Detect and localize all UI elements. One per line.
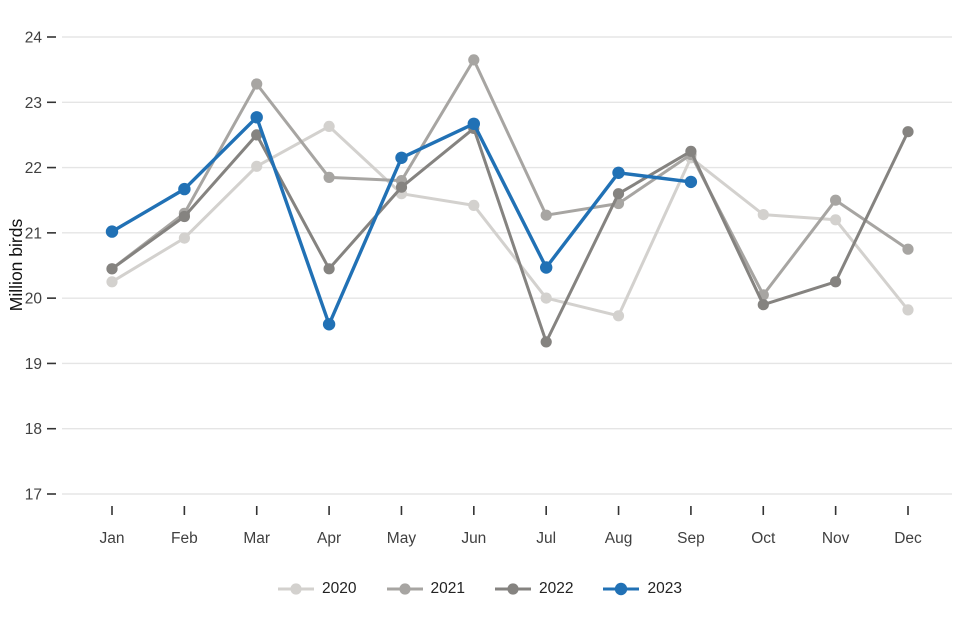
- x-tick-label: Feb: [171, 530, 198, 547]
- x-tick-label: Jan: [100, 530, 125, 547]
- data-point-2022-Apr: [323, 263, 335, 275]
- legend-marker-2020: [278, 583, 315, 595]
- legend-item-2023[interactable]: 2023: [603, 580, 682, 598]
- legend-marker-2021: [386, 583, 423, 595]
- data-point-2020-Dec: [902, 304, 914, 316]
- data-point-2023-Jul: [540, 261, 553, 274]
- data-point-2023-Jan: [105, 225, 119, 238]
- y-tick-label: 22: [25, 160, 42, 177]
- series-group: [105, 54, 914, 348]
- legend-item-2021[interactable]: 2021: [386, 580, 465, 598]
- legend-label-2022: 2022: [539, 580, 574, 597]
- data-point-2023-Aug: [612, 166, 625, 179]
- data-point-2022-Nov: [830, 276, 842, 288]
- data-point-2023-Jun: [467, 117, 480, 130]
- data-point-2020-Feb: [178, 232, 190, 244]
- data-point-2020-Mar: [251, 160, 263, 172]
- data-point-2020-Aug: [612, 310, 625, 322]
- data-point-2023-Mar: [250, 111, 263, 124]
- data-point-2021-Dec: [902, 243, 914, 255]
- data-point-2023-Feb: [178, 182, 191, 196]
- x-tick-label: Jun: [461, 530, 486, 547]
- axes-group: 17 18 19 20 21 22 23 24 Jan Feb Mar Apr May Jun Jul Aug…: [25, 30, 922, 548]
- data-point-2021-Jun: [468, 54, 480, 66]
- y-tick-label: 17: [25, 487, 42, 504]
- data-point-2020-Jul: [540, 292, 552, 304]
- data-point-2022-Feb: [178, 210, 190, 223]
- legend-marker-2023: [603, 582, 640, 596]
- y-tick-label: 20: [25, 291, 43, 308]
- series-line-2021: [110, 58, 910, 297]
- data-point-2023-Apr: [322, 318, 336, 331]
- line-chart: 17 18 19 20 21 22 23 24 Jan Feb Mar Apr May Jun Jul Aug…: [6, 30, 952, 548]
- data-point-2021-Apr: [323, 171, 335, 183]
- data-point-2022-Aug: [612, 188, 625, 200]
- y-tick-label: 23: [25, 95, 42, 112]
- series-line-2020: [110, 124, 910, 318]
- y-tick-label: 21: [25, 225, 42, 242]
- data-point-2020-Apr: [323, 120, 335, 132]
- legend-label-2020: 2020: [322, 580, 357, 597]
- x-tick-label: Jul: [536, 530, 556, 547]
- data-point-2022-Jan: [106, 263, 118, 275]
- x-tick-label: Nov: [822, 530, 850, 547]
- legend-label-2023: 2023: [647, 580, 682, 597]
- legend-item-2022[interactable]: 2022: [495, 580, 573, 598]
- x-tick-label: May: [387, 530, 417, 547]
- series-line-2022: [110, 126, 910, 344]
- data-point-2020-Nov: [830, 214, 842, 226]
- legend-item-2020[interactable]: 2020: [278, 580, 357, 598]
- data-point-2021-Nov: [830, 194, 842, 206]
- data-point-2020-Jun: [468, 199, 480, 211]
- x-tick-label: Oct: [751, 530, 776, 547]
- y-tick-label: 24: [25, 30, 43, 47]
- data-point-2023-Sep: [684, 175, 698, 189]
- legend-marker-2022: [495, 583, 531, 595]
- data-point-2020-Oct: [757, 209, 769, 221]
- gridlines-group: [62, 36, 952, 495]
- x-tick-label: Sep: [677, 530, 705, 547]
- data-point-2022-Jul: [540, 336, 552, 348]
- data-point-2022-Sep: [685, 145, 697, 157]
- x-tick-label: Mar: [243, 530, 270, 547]
- data-point-2021-Jul: [540, 209, 552, 221]
- x-tick-label: Apr: [317, 530, 341, 547]
- y-tick-label: 19: [25, 356, 42, 373]
- x-tick-label: Aug: [605, 530, 633, 547]
- data-point-2022-Mar: [251, 129, 263, 141]
- data-point-2022-Dec: [902, 126, 914, 138]
- y-axis-title: Million birds: [6, 219, 26, 312]
- data-point-2023-May: [395, 151, 408, 164]
- data-point-2021-Mar: [251, 78, 263, 90]
- x-tick-label: Dec: [894, 530, 922, 547]
- data-point-2022-May: [395, 181, 408, 193]
- data-point-2022-Oct: [757, 299, 769, 311]
- y-tick-label: 18: [25, 421, 42, 438]
- legend-label-2021: 2021: [430, 580, 465, 597]
- data-point-2020-Jan: [106, 276, 118, 288]
- chart-legend: 2020 2021 2022 2023: [0, 580, 960, 598]
